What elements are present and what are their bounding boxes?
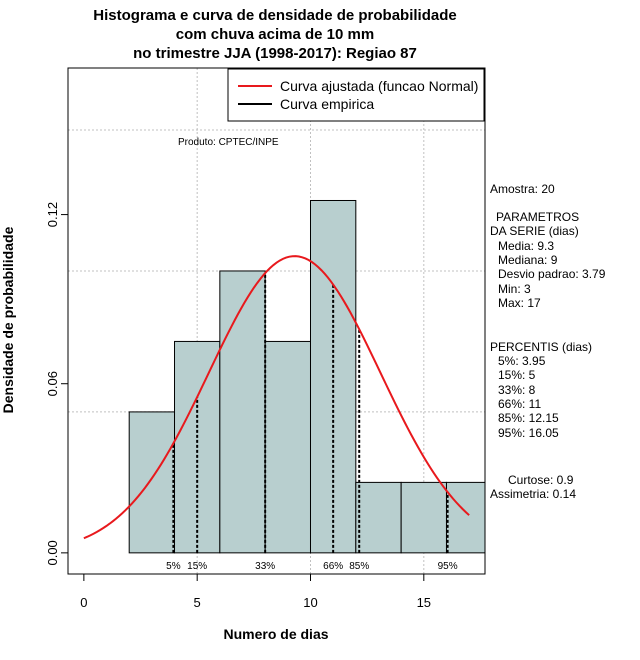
histogram-bar-6 (400, 481, 447, 554)
x-tick-label-2: 10 (303, 595, 317, 610)
normal-fit-curve (83, 255, 470, 540)
stat-min: Min: 3 (498, 282, 531, 296)
percentile-label-4: 85% (349, 561, 369, 572)
chart-title-line-3: no trimestre JJA (1998-2017): Regiao 87 (133, 45, 417, 62)
stat-desvio: Desvio padrao: 3.79 (498, 267, 606, 281)
stat-p33: 33%: 8 (498, 383, 536, 397)
x-tick-label-0: 0 (80, 595, 87, 610)
histogram-bar-7 (445, 481, 486, 554)
legend-box (227, 68, 485, 122)
x-axis-label: Numero de dias (223, 626, 328, 642)
stat-mediana: Mediana: 9 (498, 253, 558, 267)
chart-title-line-2: com chuva acima de 10 mm (175, 26, 375, 43)
histogram-bar-3 (264, 340, 311, 554)
stat-p85: 85%: 12.15 (498, 411, 559, 425)
stat-p15: 15%: 5 (498, 368, 536, 382)
legend-label-normal: Curva ajustada (funcao Normal) (280, 78, 478, 94)
legend-label-empirical: Curva empirica (280, 96, 374, 112)
stat-p5: 5%: 3.95 (498, 354, 546, 368)
percentile-label-0: 5% (166, 561, 181, 572)
stat-max: Max: 17 (498, 296, 541, 310)
stat-parametros-header: PARAMETROS (496, 210, 580, 224)
bars-layer (128, 199, 486, 554)
curve-layer (83, 255, 470, 540)
histogram-bar-5 (355, 481, 402, 554)
x-tick-label-3: 15 (417, 595, 431, 610)
percentile-lines-layer: 5% 15% 33% 66% 85% 95% (166, 273, 458, 572)
stat-curtose: Curtose: 0.9 (508, 473, 574, 487)
stat-p95: 95%: 16.05 (498, 426, 559, 440)
histogram-bar-0 (128, 411, 176, 554)
y-axis-label: Densidade de probabilidade (0, 226, 16, 413)
percentile-label-1: 15% (187, 561, 207, 572)
legend: Curva ajustada (funcao Normal) Curva emp… (227, 68, 485, 122)
percentile-label-5: 95% (438, 561, 458, 572)
source-note: Produto: CPTEC/INPE (178, 137, 279, 148)
y-tick-label-1: 0.06 (45, 371, 60, 396)
stat-parametros-sub: DA SERIE (dias) (490, 224, 579, 238)
stat-amostra: Amostra: 20 (490, 182, 555, 196)
histogram-bar-2 (219, 270, 266, 554)
y-tick-label-0: 0.00 (45, 540, 60, 565)
chart-title-line-1: Histograma e curva de densidade de proba… (93, 7, 457, 24)
stat-p66: 66%: 11 (498, 397, 542, 411)
y-tick-label-2: 0.12 (45, 202, 60, 227)
axes-layer: 0 5 10 15 0.00 0.06 0.12 (45, 202, 431, 610)
stat-percentis-header: PERCENTIS (dias) (490, 340, 593, 354)
percentile-label-2: 33% (255, 561, 275, 572)
percentile-label-3: 66% (323, 561, 343, 572)
stat-media: Media: 9.3 (498, 239, 555, 253)
stat-assimetria: Assimetria: 0.14 (490, 487, 577, 501)
x-tick-label-1: 5 (194, 595, 201, 610)
